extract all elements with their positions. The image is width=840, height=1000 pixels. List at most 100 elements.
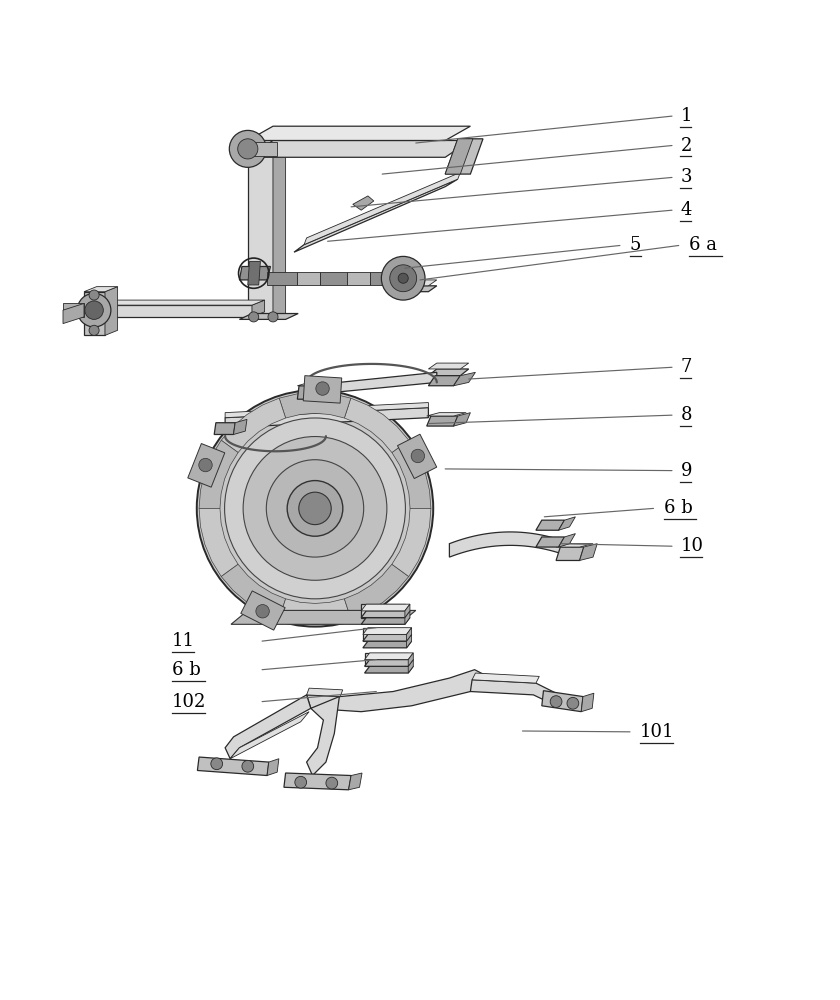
Polygon shape [427, 413, 466, 416]
Polygon shape [536, 537, 564, 547]
Polygon shape [365, 660, 413, 666]
Polygon shape [344, 398, 409, 453]
Polygon shape [559, 517, 575, 530]
Circle shape [326, 777, 338, 789]
Text: 5: 5 [630, 236, 642, 254]
Polygon shape [248, 140, 470, 157]
Polygon shape [428, 376, 460, 386]
Circle shape [567, 697, 579, 709]
Polygon shape [92, 305, 252, 317]
Circle shape [268, 312, 278, 322]
Polygon shape [92, 300, 265, 305]
Polygon shape [297, 386, 319, 399]
Polygon shape [408, 660, 413, 673]
Circle shape [266, 460, 364, 557]
Circle shape [89, 290, 99, 300]
Text: 11: 11 [172, 632, 195, 650]
Text: 2: 2 [680, 137, 692, 155]
Polygon shape [347, 272, 370, 285]
Circle shape [199, 458, 213, 472]
Polygon shape [199, 508, 238, 577]
Text: 6 a: 6 a [689, 236, 717, 254]
Polygon shape [225, 695, 311, 759]
Circle shape [77, 293, 111, 327]
Polygon shape [365, 653, 413, 660]
Polygon shape [221, 564, 286, 619]
Polygon shape [392, 508, 431, 577]
Circle shape [249, 312, 259, 322]
Polygon shape [363, 641, 412, 648]
Polygon shape [536, 520, 564, 530]
Text: 102: 102 [172, 693, 207, 711]
Polygon shape [397, 434, 437, 479]
Circle shape [89, 325, 99, 335]
Polygon shape [361, 618, 410, 624]
Polygon shape [248, 126, 470, 140]
Circle shape [238, 139, 258, 159]
Polygon shape [199, 440, 238, 508]
Circle shape [287, 481, 343, 536]
Polygon shape [267, 272, 297, 285]
Polygon shape [407, 628, 412, 641]
Polygon shape [408, 653, 413, 666]
Text: 9: 9 [680, 462, 692, 480]
Polygon shape [188, 444, 225, 487]
Polygon shape [267, 759, 279, 776]
Polygon shape [428, 363, 469, 369]
Polygon shape [231, 610, 416, 624]
Polygon shape [454, 413, 470, 426]
Polygon shape [454, 372, 475, 386]
Circle shape [242, 760, 254, 772]
Circle shape [316, 382, 329, 395]
Text: 10: 10 [680, 537, 703, 555]
Polygon shape [445, 139, 473, 174]
Polygon shape [84, 292, 105, 335]
Circle shape [381, 256, 425, 300]
Polygon shape [241, 591, 285, 630]
Circle shape [229, 130, 266, 167]
Polygon shape [581, 693, 594, 712]
Polygon shape [221, 398, 286, 453]
Polygon shape [363, 634, 412, 641]
Polygon shape [542, 691, 583, 712]
Text: 4: 4 [680, 201, 692, 219]
Circle shape [85, 301, 103, 319]
Circle shape [550, 696, 562, 707]
Circle shape [211, 758, 223, 770]
Polygon shape [304, 172, 460, 245]
Polygon shape [402, 286, 437, 292]
Polygon shape [556, 544, 593, 547]
Polygon shape [303, 376, 342, 403]
Polygon shape [320, 272, 347, 285]
Polygon shape [234, 419, 247, 434]
Polygon shape [197, 757, 269, 776]
Polygon shape [248, 261, 260, 285]
Polygon shape [402, 280, 437, 286]
Polygon shape [214, 423, 235, 434]
Text: 6 b: 6 b [664, 499, 692, 517]
Circle shape [197, 390, 433, 627]
Polygon shape [349, 773, 362, 790]
Polygon shape [427, 416, 458, 426]
Polygon shape [239, 314, 298, 319]
Text: 101: 101 [640, 723, 675, 741]
Polygon shape [307, 372, 437, 395]
Circle shape [390, 265, 417, 292]
Polygon shape [84, 287, 118, 292]
Circle shape [243, 437, 387, 580]
Polygon shape [284, 773, 351, 790]
Polygon shape [307, 697, 339, 776]
Polygon shape [405, 611, 410, 624]
Polygon shape [344, 564, 409, 619]
Circle shape [224, 418, 406, 599]
Text: 8: 8 [680, 406, 692, 424]
Polygon shape [294, 179, 458, 252]
Circle shape [299, 492, 331, 525]
Polygon shape [407, 634, 412, 648]
Text: 1: 1 [680, 107, 692, 125]
Polygon shape [353, 196, 374, 210]
Polygon shape [370, 272, 396, 285]
Polygon shape [470, 680, 556, 705]
Polygon shape [63, 303, 84, 317]
Polygon shape [230, 712, 309, 759]
